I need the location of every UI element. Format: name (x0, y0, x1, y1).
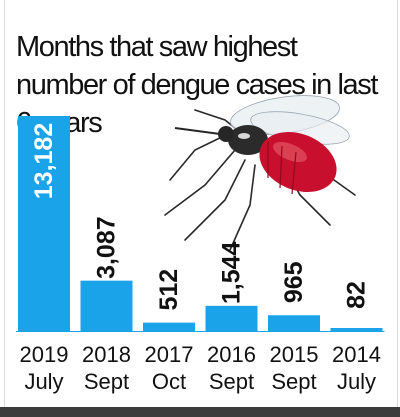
x-tick-month: Sept (84, 369, 129, 394)
x-tick-year: 2016 (207, 342, 256, 367)
bar-2018 (80, 280, 133, 331)
x-tick-year: 2018 (82, 342, 131, 367)
x-tick-year: 2014 (332, 342, 381, 367)
bar-2016 (205, 305, 258, 331)
x-tick-month: Sept (209, 369, 254, 394)
x-tick-year: 2019 (20, 342, 69, 367)
bar-2019 (18, 116, 70, 331)
value-label-2019: 13,182 (30, 123, 58, 199)
value-label-2017: 512 (155, 269, 183, 311)
x-tick-year: 2015 (270, 342, 319, 367)
bar-2014 (330, 328, 383, 331)
value-label-2015: 965 (280, 261, 308, 303)
value-label-2016: 1,544 (218, 241, 246, 304)
mosquito-illustration (164, 95, 356, 251)
x-tick-year: 2017 (145, 342, 194, 367)
x-tick-month: Sept (271, 369, 316, 394)
bar-2015 (268, 315, 320, 331)
bar-2017 (143, 322, 195, 331)
footer-bar (0, 407, 400, 417)
value-label-2014: 82 (343, 281, 371, 309)
x-tick-month: July (24, 369, 63, 394)
x-tick-month: July (337, 369, 376, 394)
x-tick-month: Oct (152, 369, 186, 394)
value-label-2018: 3,087 (93, 216, 121, 279)
